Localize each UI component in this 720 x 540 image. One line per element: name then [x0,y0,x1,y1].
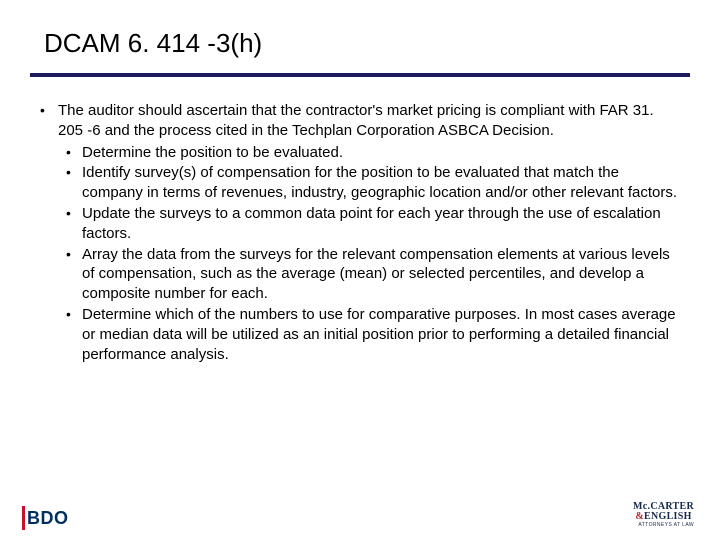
main-bullet-text: The auditor should ascertain that the co… [58,102,654,139]
outer-list: The auditor should ascertain that the co… [30,101,682,364]
mccarter-english-logo: Mc.CARTER &ENGLISH ATTORNEYS AT LAW [633,502,694,528]
sub-bullet: Determine the position to be evaluated. [58,143,682,163]
slide-title: DCAM 6. 414 -3(h) [30,28,690,73]
sub-bullet: Identify survey(s) of compensation for t… [58,163,682,203]
mccarter-english-text: Mc.CARTER &ENGLISH [633,502,694,522]
title-rule [30,73,690,77]
sub-bullet: Array the data from the surveys for the … [58,245,682,304]
sub-bullet: Determine which of the numbers to use fo… [58,305,682,364]
mccarter-english-subtitle: ATTORNEYS AT LAW [633,523,694,528]
footer: BDO Mc.CARTER &ENGLISH ATTORNEYS AT LAW [0,496,720,530]
slide: DCAM 6. 414 -3(h) The auditor should asc… [0,0,720,540]
bdo-logo: BDO [22,506,69,530]
content-area: The auditor should ascertain that the co… [30,101,690,364]
main-bullet: The auditor should ascertain that the co… [30,101,682,364]
bdo-logo-bar [22,506,25,530]
inner-list: Determine the position to be evaluated. … [58,143,682,365]
me-ampersand: & [635,511,644,522]
sub-bullet: Update the surveys to a common data poin… [58,204,682,244]
me-part2: ENGLISH [644,511,692,522]
bdo-logo-text: BDO [27,508,69,529]
